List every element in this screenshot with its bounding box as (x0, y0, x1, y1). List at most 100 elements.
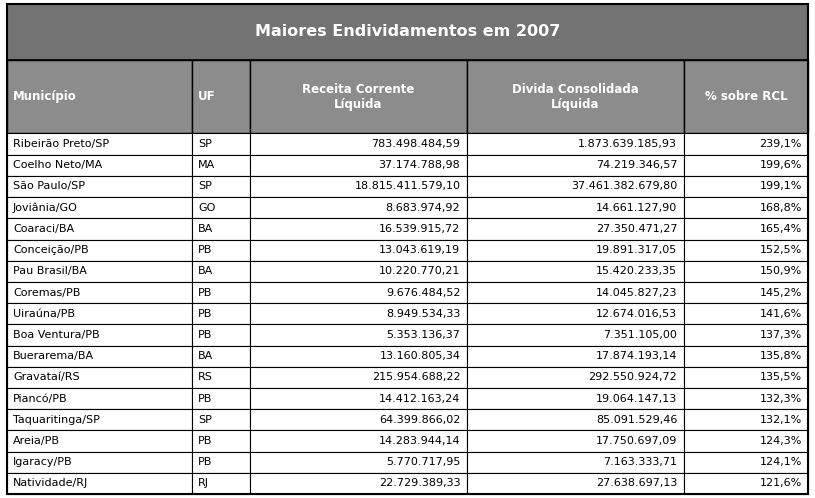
Bar (684, 430, 808, 452)
Bar (684, 303, 808, 324)
Text: 8.949.534,33: 8.949.534,33 (386, 309, 460, 319)
Bar (467, 346, 684, 367)
Text: 199,6%: 199,6% (760, 160, 802, 170)
Text: 124,3%: 124,3% (760, 436, 802, 446)
Bar (192, 282, 250, 303)
Bar (192, 473, 250, 494)
Text: 15.420.233,35: 15.420.233,35 (596, 266, 677, 276)
Text: 9.676.484,52: 9.676.484,52 (385, 287, 460, 297)
Text: PB: PB (198, 287, 213, 297)
Text: PB: PB (198, 309, 213, 319)
Bar (684, 261, 808, 282)
Text: 37.461.382.679,80: 37.461.382.679,80 (571, 181, 677, 192)
Bar (192, 176, 250, 197)
Bar (7, 346, 192, 367)
Bar (684, 155, 808, 176)
Text: 37.174.788,98: 37.174.788,98 (379, 160, 460, 170)
Text: 13.160.805,34: 13.160.805,34 (379, 351, 460, 361)
Text: Pau Brasil/BA: Pau Brasil/BA (13, 266, 87, 276)
Text: 145,2%: 145,2% (760, 287, 802, 297)
Bar (250, 303, 467, 324)
Bar (192, 346, 250, 367)
Text: 74.219.346,57: 74.219.346,57 (596, 160, 677, 170)
Text: 19.064.147,13: 19.064.147,13 (596, 393, 677, 403)
Bar (192, 388, 250, 409)
Text: 16.539.915,72: 16.539.915,72 (379, 224, 460, 234)
Bar (684, 133, 808, 155)
Bar (250, 176, 467, 197)
Bar (7, 430, 192, 452)
Bar (192, 409, 250, 430)
Bar (7, 409, 192, 430)
Bar (684, 324, 808, 346)
Bar (192, 324, 250, 346)
Text: 17.750.697,09: 17.750.697,09 (596, 436, 677, 446)
Bar (7, 473, 192, 494)
Text: PB: PB (198, 393, 213, 403)
Bar (467, 473, 684, 494)
Text: BA: BA (198, 266, 214, 276)
Bar (250, 282, 467, 303)
Bar (467, 261, 684, 282)
Text: BA: BA (198, 351, 214, 361)
Text: Município: Município (13, 90, 77, 103)
Bar (684, 388, 808, 409)
Text: 135,5%: 135,5% (760, 373, 802, 382)
Text: 135,8%: 135,8% (760, 351, 802, 361)
Bar (684, 176, 808, 197)
Text: SP: SP (198, 181, 212, 192)
Bar (467, 409, 684, 430)
Text: Piancó/PB: Piancó/PB (13, 393, 68, 403)
Text: Coaraci/BA: Coaraci/BA (13, 224, 74, 234)
Bar (192, 452, 250, 473)
Bar (250, 367, 467, 388)
Bar (7, 155, 192, 176)
Text: PB: PB (198, 245, 213, 255)
Text: 124,1%: 124,1% (760, 457, 802, 467)
Text: 132,1%: 132,1% (760, 415, 802, 425)
Text: 7.163.333,71: 7.163.333,71 (603, 457, 677, 467)
Bar (250, 155, 467, 176)
Bar (467, 388, 684, 409)
Text: 14.283.944,14: 14.283.944,14 (379, 436, 460, 446)
Text: RS: RS (198, 373, 213, 382)
Bar (250, 388, 467, 409)
Text: 168,8%: 168,8% (760, 203, 802, 213)
Bar (684, 197, 808, 218)
Bar (467, 133, 684, 155)
Bar (7, 367, 192, 388)
Bar (467, 218, 684, 240)
Bar (684, 60, 808, 133)
Bar (192, 218, 250, 240)
Text: 121,6%: 121,6% (760, 479, 802, 489)
Text: 14.412.163,24: 14.412.163,24 (379, 393, 460, 403)
Bar (192, 303, 250, 324)
Bar (7, 324, 192, 346)
Bar (7, 388, 192, 409)
Text: 137,3%: 137,3% (760, 330, 802, 340)
Bar (7, 133, 192, 155)
Bar (7, 261, 192, 282)
Bar (250, 60, 467, 133)
Bar (250, 473, 467, 494)
Text: 199,1%: 199,1% (760, 181, 802, 192)
Bar (250, 346, 467, 367)
Text: 27.350.471,27: 27.350.471,27 (596, 224, 677, 234)
Bar (467, 282, 684, 303)
Text: 64.399.866,02: 64.399.866,02 (379, 415, 460, 425)
Text: Uiraúna/PB: Uiraúna/PB (13, 309, 75, 319)
Bar (7, 60, 192, 133)
Bar (684, 282, 808, 303)
Text: Divida Consolidada
Líquida: Divida Consolidada Líquida (512, 83, 639, 111)
Text: Coelho Neto/MA: Coelho Neto/MA (13, 160, 103, 170)
Bar (250, 240, 467, 261)
Bar (7, 4, 808, 60)
Text: 141,6%: 141,6% (760, 309, 802, 319)
Text: BA: BA (198, 224, 214, 234)
Bar (7, 218, 192, 240)
Text: Coremas/PB: Coremas/PB (13, 287, 81, 297)
Text: Receita Corrente
Líquida: Receita Corrente Líquida (302, 83, 415, 111)
Bar (7, 282, 192, 303)
Bar (192, 60, 250, 133)
Bar (192, 367, 250, 388)
